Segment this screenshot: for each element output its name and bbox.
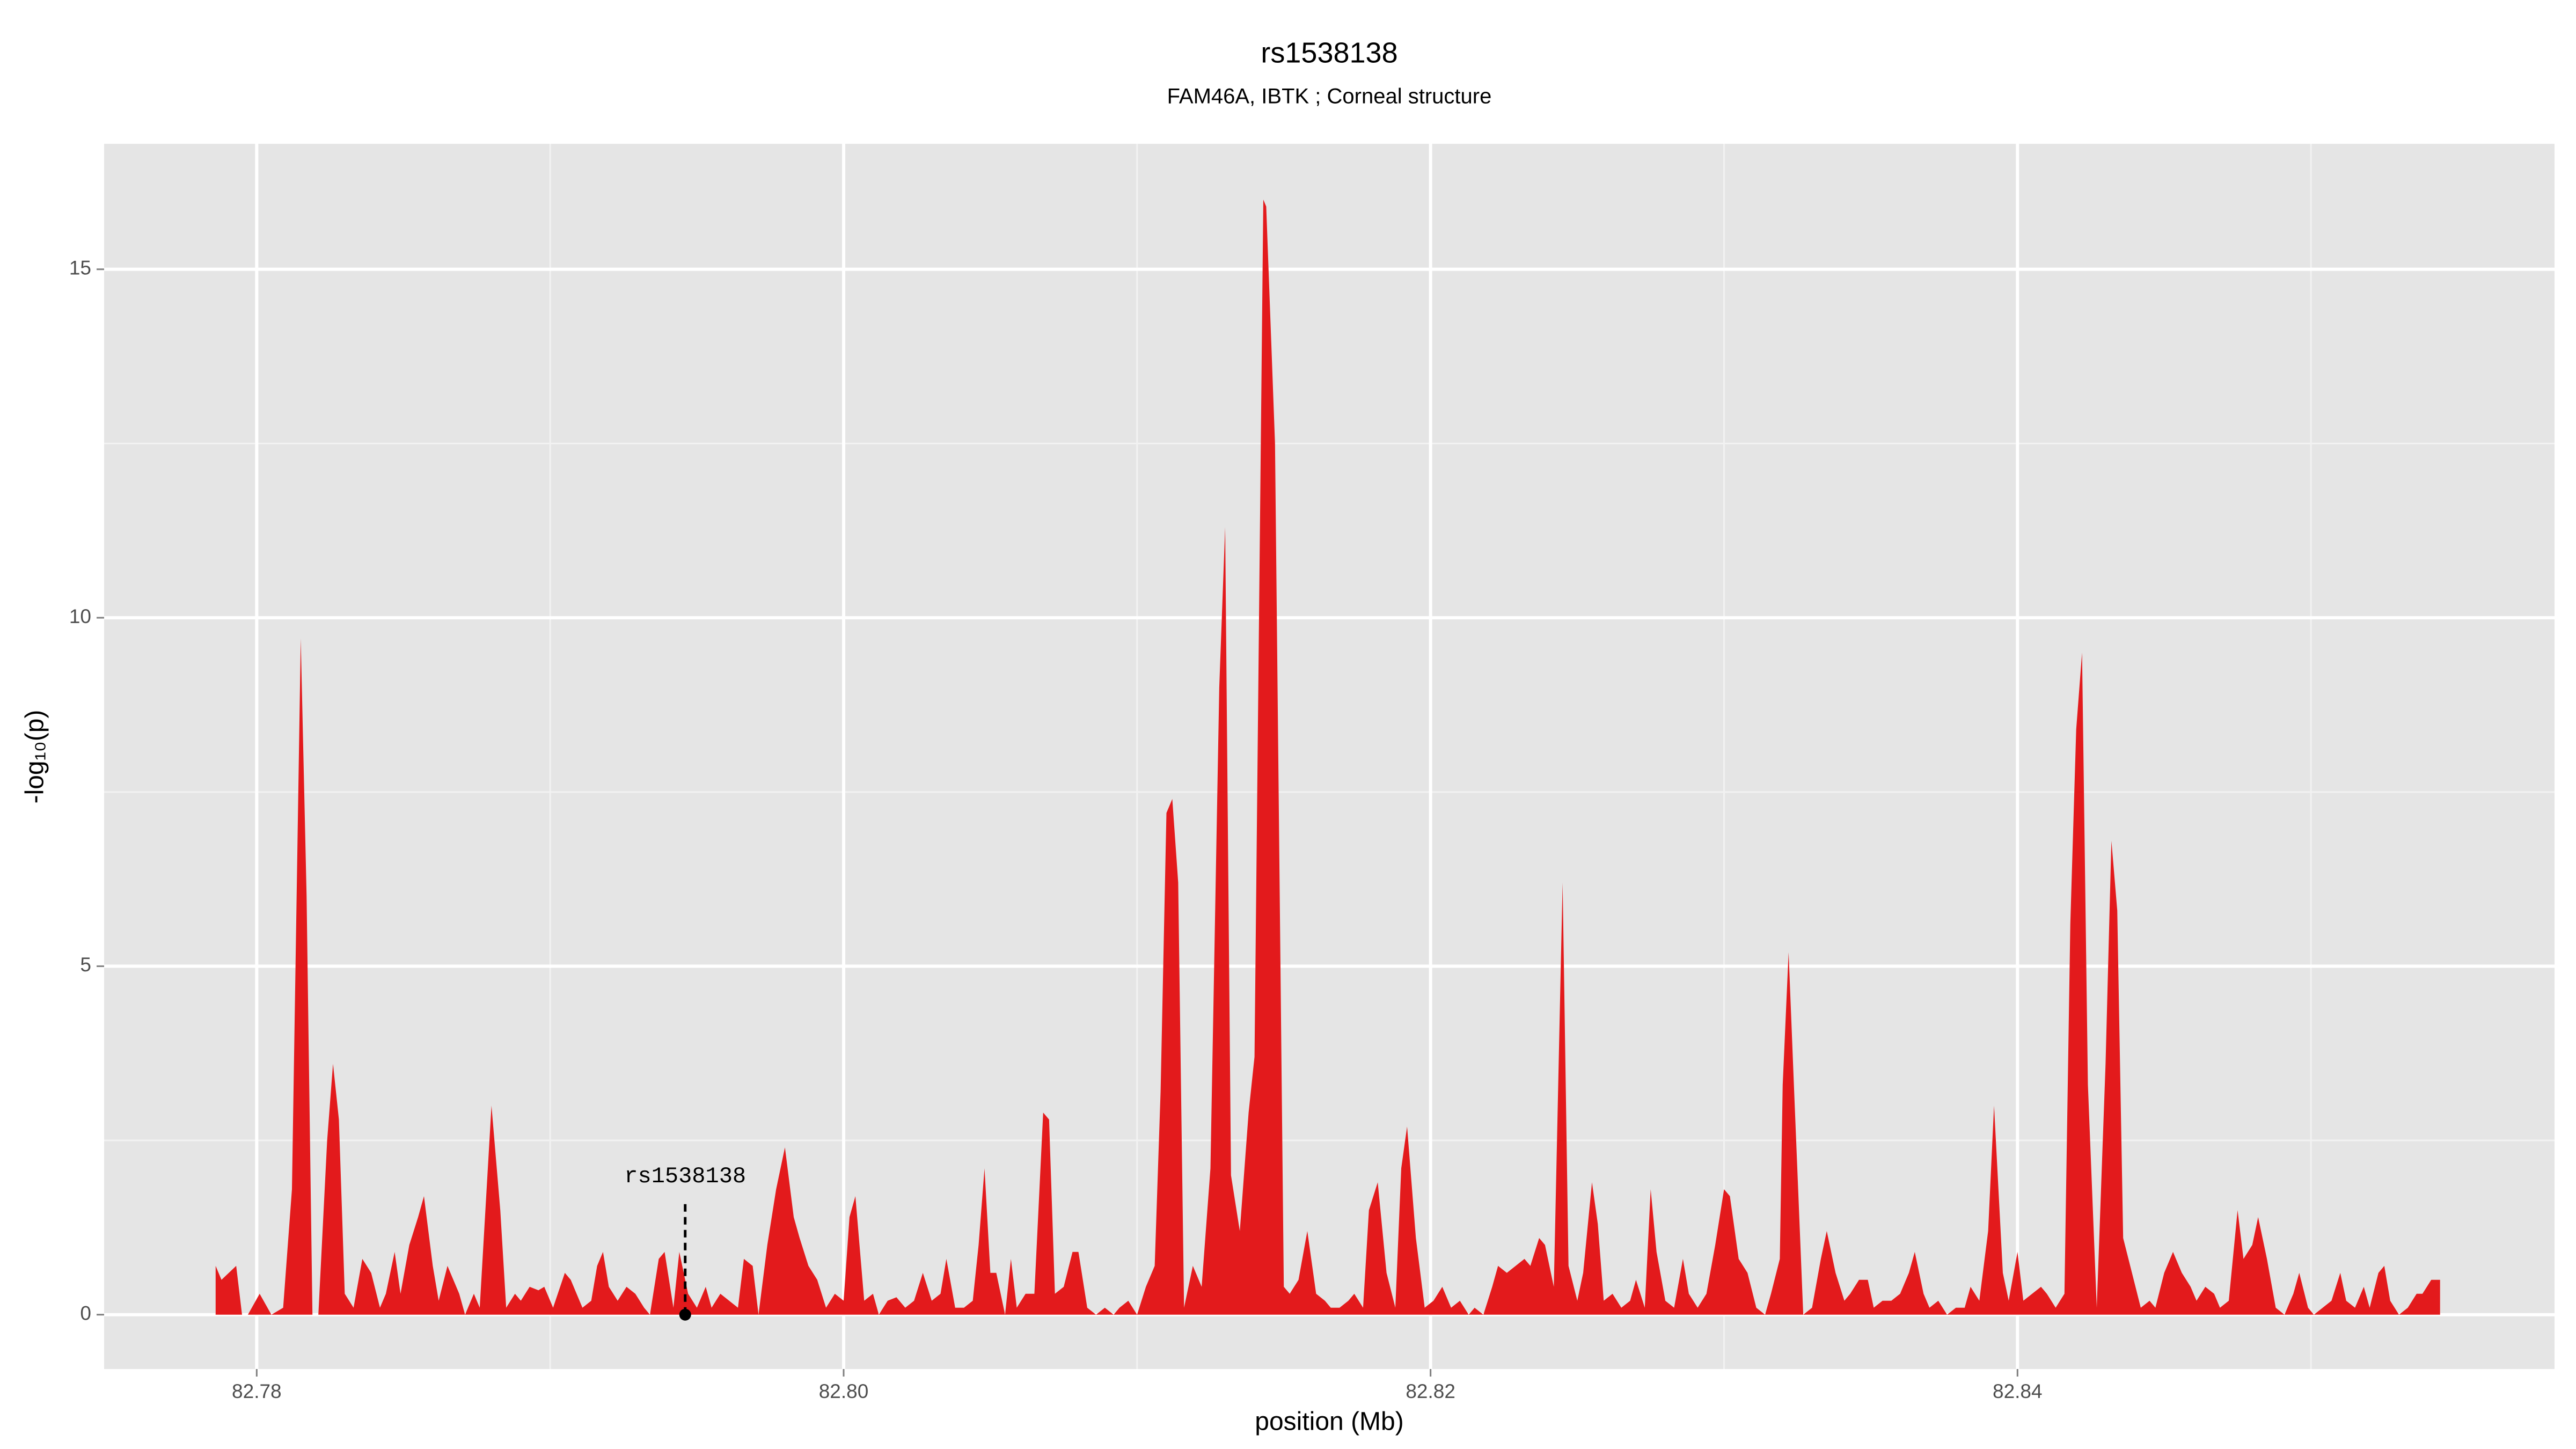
x-axis-title: position (Mb): [1255, 1408, 1403, 1436]
x-tick-label: 82.80: [819, 1380, 869, 1402]
y-tick-label: 5: [80, 954, 91, 976]
x-tick-label: 82.82: [1406, 1380, 1455, 1402]
chart-title: rs1538138: [1261, 36, 1397, 69]
y-axis-title: -log₁₀(p): [21, 710, 49, 804]
y-tick-label: 15: [69, 257, 91, 279]
chart-subtitle: FAM46A, IBTK ; Corneal structure: [1167, 85, 1492, 108]
y-tick-label: 0: [80, 1302, 91, 1324]
plot-panel: [104, 144, 2555, 1369]
x-tick-label: 82.78: [232, 1380, 282, 1402]
y-tick-label: 10: [69, 605, 91, 627]
annotation-label: rs1538138: [624, 1163, 746, 1189]
annotation-point: [679, 1308, 691, 1321]
x-tick-label: 82.84: [1993, 1380, 2043, 1402]
